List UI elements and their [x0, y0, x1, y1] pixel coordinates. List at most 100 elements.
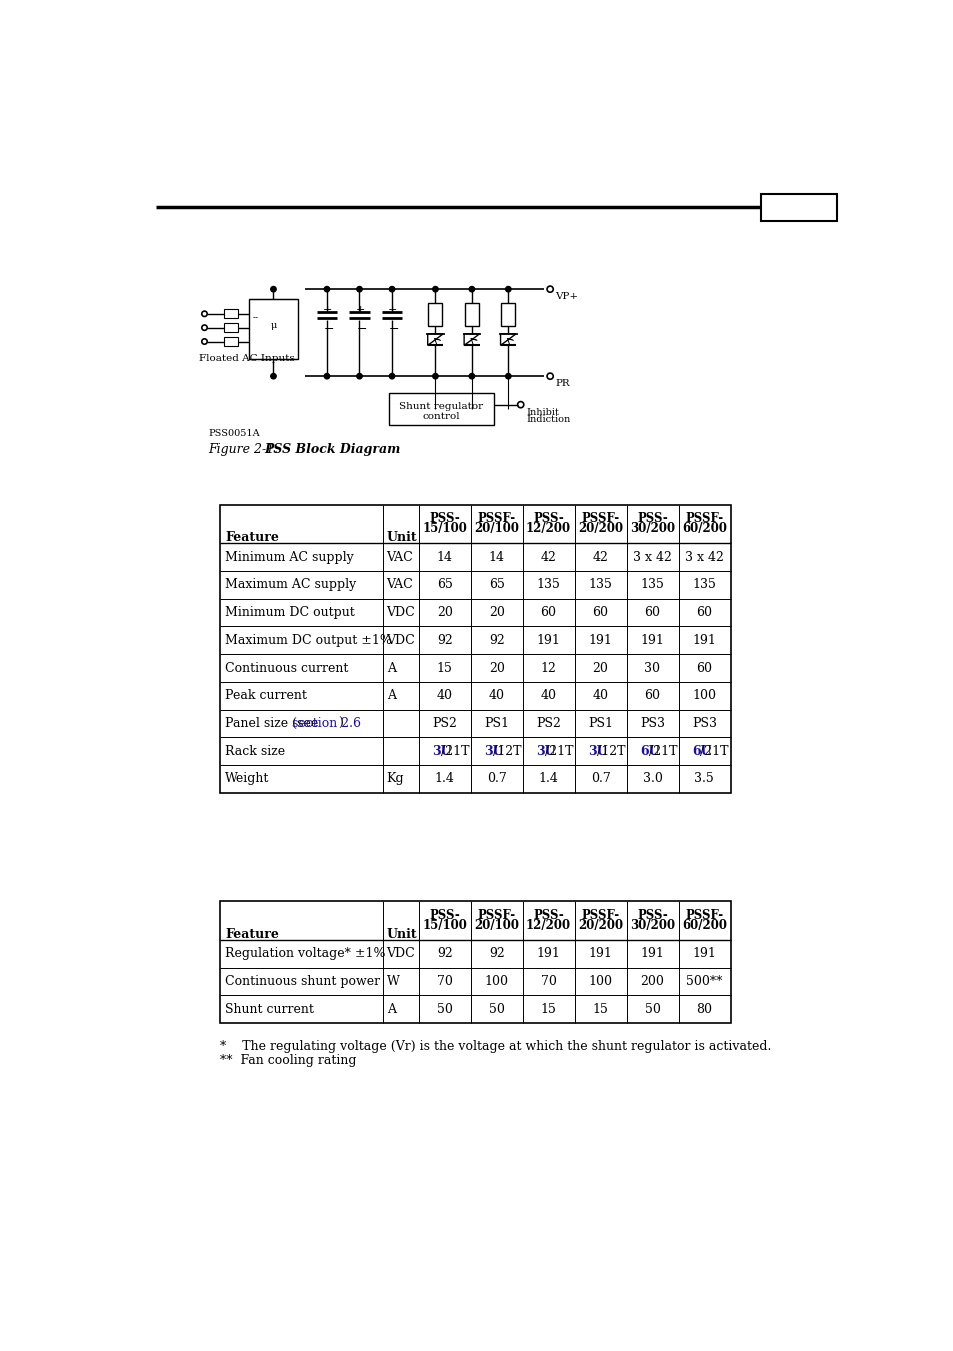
Text: Kg: Kg [386, 773, 404, 785]
Text: 3U: 3U [484, 744, 503, 758]
Text: PSSF-: PSSF- [477, 909, 516, 921]
Bar [220, 901, 730, 1023]
Text: 3U: 3U [536, 744, 556, 758]
Text: 100: 100 [484, 975, 508, 988]
Text: 50: 50 [488, 1002, 504, 1016]
Text: PSS Block Diagram: PSS Block Diagram [264, 443, 400, 457]
Text: PS1: PS1 [484, 717, 509, 730]
Text: Inhibit: Inhibit [525, 408, 558, 416]
Text: 40: 40 [488, 689, 504, 703]
Text: /12T: /12T [493, 744, 520, 758]
Text: 191: 191 [588, 634, 612, 647]
Text: VP+: VP+ [555, 292, 578, 301]
Text: 65: 65 [488, 578, 504, 592]
Text: 20/100: 20/100 [474, 919, 518, 932]
Text: /21T: /21T [440, 744, 469, 758]
Text: 0.7: 0.7 [486, 773, 506, 785]
Text: 100: 100 [692, 689, 716, 703]
Bar [249, 299, 297, 359]
Text: 15: 15 [592, 1002, 608, 1016]
Text: 60/200: 60/200 [681, 523, 726, 535]
Text: Continuous shunt power: Continuous shunt power [225, 975, 380, 988]
Circle shape [324, 373, 330, 378]
Text: ): ) [338, 717, 343, 730]
Text: Minimum AC supply: Minimum AC supply [225, 551, 354, 563]
Circle shape [433, 286, 437, 292]
Text: 20/200: 20/200 [578, 523, 622, 535]
Text: Peak current: Peak current [225, 689, 307, 703]
Text: /21T: /21T [648, 744, 677, 758]
Text: −: − [323, 323, 334, 336]
Text: 40: 40 [436, 689, 453, 703]
Text: 30/200: 30/200 [629, 919, 675, 932]
Text: 65: 65 [436, 578, 453, 592]
Text: −: − [389, 323, 399, 336]
Text: 12/200: 12/200 [525, 919, 571, 932]
Text: 20/100: 20/100 [474, 523, 518, 535]
Text: 42: 42 [592, 551, 608, 563]
Text: PS3: PS3 [691, 717, 716, 730]
Bar [428, 303, 442, 326]
Text: −: − [356, 323, 367, 336]
Text: --: -- [253, 313, 258, 322]
Text: 100: 100 [588, 975, 612, 988]
Bar [760, 195, 836, 220]
Text: 20/200: 20/200 [578, 919, 622, 932]
Text: 135: 135 [639, 578, 663, 592]
Text: PS2: PS2 [432, 717, 456, 730]
Text: 15/100: 15/100 [422, 523, 467, 535]
Text: Continuous current: Continuous current [225, 662, 349, 674]
Text: PSS-: PSS- [533, 909, 563, 921]
Text: Panel size (see: Panel size (see [225, 717, 322, 730]
Text: +: + [323, 304, 332, 315]
Text: **  Fan cooling rating: ** Fan cooling rating [220, 1054, 356, 1067]
Text: 50: 50 [644, 1002, 659, 1016]
Text: 14: 14 [488, 551, 504, 563]
Text: 3U: 3U [432, 744, 452, 758]
Text: PSS-: PSS- [429, 512, 459, 526]
Text: PSSF-: PSSF- [580, 909, 618, 921]
Text: Regulation voltage* ±1%: Regulation voltage* ±1% [225, 947, 386, 961]
Text: VDC: VDC [386, 634, 415, 647]
Text: PS2: PS2 [536, 717, 560, 730]
Text: 191: 191 [537, 634, 560, 647]
Text: /12T: /12T [596, 744, 624, 758]
Text: 191: 191 [537, 947, 560, 961]
Circle shape [505, 286, 511, 292]
Text: 200: 200 [639, 975, 663, 988]
Text: 0.7: 0.7 [590, 773, 610, 785]
Text: VDC: VDC [386, 607, 415, 619]
Circle shape [469, 373, 474, 378]
Text: VAC: VAC [386, 551, 413, 563]
Text: Indiction: Indiction [525, 416, 570, 424]
Circle shape [389, 373, 395, 378]
Circle shape [324, 286, 330, 292]
Text: Weight: Weight [225, 773, 270, 785]
Text: 70: 70 [436, 975, 453, 988]
Text: 1.4: 1.4 [435, 773, 455, 785]
Text: 135: 135 [692, 578, 716, 592]
Circle shape [271, 286, 276, 292]
Text: 20: 20 [488, 662, 504, 674]
Text: PSS-: PSS- [429, 909, 459, 921]
Bar [224, 336, 237, 346]
Text: 30: 30 [644, 662, 659, 674]
Text: Shunt regulator: Shunt regulator [398, 403, 482, 411]
Bar [224, 323, 237, 332]
Text: 60/200: 60/200 [681, 919, 726, 932]
Text: 12: 12 [540, 662, 556, 674]
Text: 6U: 6U [639, 744, 659, 758]
Text: 191: 191 [692, 634, 716, 647]
Text: 1.4: 1.4 [538, 773, 558, 785]
Bar [224, 309, 237, 319]
Text: PSSF-: PSSF- [580, 512, 618, 526]
Text: 500**: 500** [685, 975, 721, 988]
Text: 20: 20 [488, 607, 504, 619]
Text: 3.5: 3.5 [694, 773, 714, 785]
Text: PSSF-: PSSF- [684, 512, 722, 526]
Text: 92: 92 [488, 634, 504, 647]
Text: 42: 42 [540, 551, 556, 563]
Text: 191: 191 [639, 947, 663, 961]
Text: A: A [386, 1002, 395, 1016]
Text: 30/200: 30/200 [629, 523, 675, 535]
